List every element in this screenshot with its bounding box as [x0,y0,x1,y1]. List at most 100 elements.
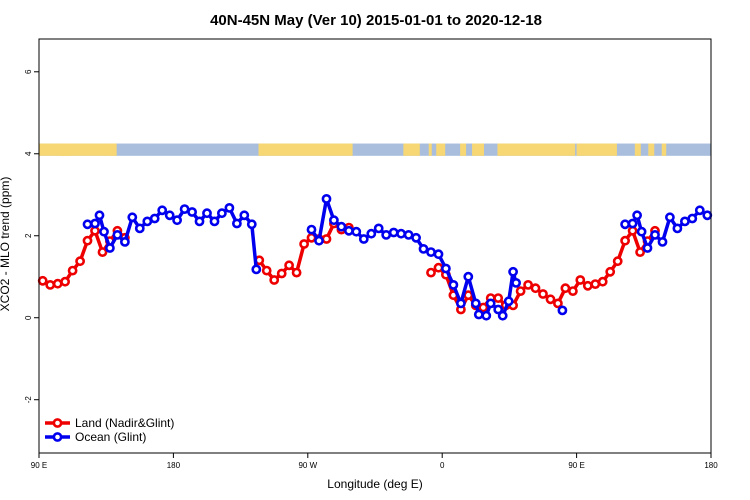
x-tick-label: 180 [167,461,181,470]
data-point [440,263,451,274]
data-point [632,210,642,221]
data-point [164,210,175,221]
data-point [37,275,48,286]
data-point [702,210,713,221]
data-point [373,223,384,234]
chart-title: 40N-45N May (Ver 10) 2015-01-01 to 2020-… [210,12,542,29]
band-land-segment [403,143,420,156]
data-point [157,205,168,216]
data-point [52,278,63,289]
data-point [650,229,660,240]
data-point [455,298,466,309]
y-tick-label: 6 [24,69,33,74]
data-point [448,279,459,290]
data-point [120,236,130,247]
data-point [251,264,262,275]
data-point [523,279,533,290]
data-point [276,268,287,279]
data-point [635,247,645,257]
data-point [194,216,205,227]
data-point [209,216,220,227]
data-point [426,247,436,257]
data-point [358,234,369,244]
data-point [642,243,653,253]
data-point [127,212,138,223]
data-point [67,265,78,276]
band-land-segment [648,143,655,156]
data-point [187,207,197,217]
data-point [172,215,182,226]
x-tick-label: 0 [440,461,445,470]
data-point [343,225,354,236]
data-point [224,202,235,213]
data-point [597,276,608,287]
data-point [665,212,675,223]
data-point [636,226,647,237]
band-land-segment [576,143,617,156]
data-point [538,289,548,299]
data-point [179,204,190,214]
x-tick-label: 90 W [298,461,317,470]
data-point [321,193,332,204]
data-point [321,234,332,244]
data-point [503,296,514,307]
band-land-segment [428,143,432,156]
data-point [82,235,93,246]
data-point [351,226,362,237]
y-tick-label: 4 [24,151,33,156]
band-land-segment [634,143,641,156]
data-point [75,256,85,267]
data-point [473,309,484,320]
data-point [426,267,436,278]
data-point [366,228,377,239]
data-point [388,227,399,238]
data-point [202,208,212,219]
data-point [557,305,568,316]
surface-type-band [39,143,711,156]
legend-marker [52,432,63,442]
data-point [485,298,496,309]
data-point [381,229,392,240]
data-point [403,229,414,240]
band-land-segment [258,143,353,156]
data-point [239,210,250,221]
data-point [568,286,578,296]
data-point [306,224,317,235]
data-point [216,208,227,219]
data-point [481,310,492,321]
legend-marker [52,418,63,428]
data-point [418,243,429,254]
legend: Land (Nadir&Glint)Ocean (Glint) [45,416,174,444]
y-tick-label: 2 [24,233,33,238]
data-point [90,218,100,229]
data-point [99,226,109,237]
data-point [478,302,489,313]
data-point [620,235,630,246]
data-point [94,210,105,221]
data-point [508,266,518,277]
data-point [553,298,563,309]
data-point [97,247,108,257]
y-tick-label: 0 [24,315,33,320]
data-point [411,232,421,243]
x-axis: 90 E 180 90 W 0 90 E 180 [31,453,718,470]
band-land-segment [110,143,117,156]
data-point [269,275,280,285]
y-axis-label: XCO2 - MLO trend (ppm) [0,177,12,312]
data-point [493,304,504,315]
data-point [672,223,683,234]
data-point [582,280,593,291]
data-point [396,228,406,239]
band-land-segment [472,143,485,156]
data-point [515,286,526,296]
data-point [575,275,586,285]
data-point [694,205,705,216]
data-point [261,265,272,276]
band-land-segment [661,143,667,156]
x-tick-label: 90 E [31,461,47,470]
data-point [134,223,145,234]
legend-label: Land (Nadir&Glint) [75,416,174,430]
data-point [433,249,444,260]
